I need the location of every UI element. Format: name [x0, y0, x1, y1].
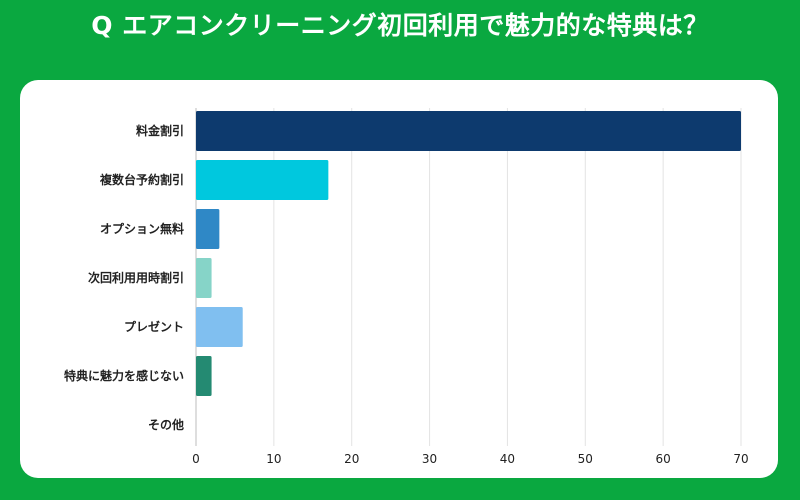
category-label: 次回利用用時割引 — [88, 270, 184, 285]
x-tick-label: 70 — [733, 452, 748, 466]
x-tick-label: 30 — [422, 452, 437, 466]
x-tick-labels: 0 10 20 30 40 50 60 70 — [192, 452, 748, 466]
bar — [196, 258, 212, 298]
chart-title: Q エアコンクリーニング初回利用で魅力的な特典は？ — [91, 11, 709, 40]
bar — [196, 111, 741, 151]
category-labels: 料金割引複数台予約割引オプション無料次回利用用時割引プレゼント特典に魅力を感じな… — [64, 123, 184, 432]
x-tick-label: 50 — [578, 452, 593, 466]
x-tick-label: 0 — [192, 452, 200, 466]
category-label: オプション無料 — [100, 221, 184, 236]
category-label: 料金割引 — [136, 123, 184, 138]
bar — [196, 160, 329, 200]
grid-lines — [195, 108, 742, 446]
bar — [196, 356, 212, 396]
bar — [196, 209, 220, 249]
category-label: 特典に魅力を感じない — [64, 368, 184, 383]
x-tick-label: 10 — [266, 452, 281, 466]
category-label: その他 — [148, 417, 184, 432]
bar — [196, 307, 243, 347]
bars — [196, 111, 741, 396]
x-tick-label: 60 — [656, 452, 671, 466]
x-tick-label: 20 — [344, 452, 359, 466]
category-label: 複数台予約割引 — [99, 172, 184, 187]
x-tick-label: 40 — [500, 452, 515, 466]
category-label: プレゼント — [124, 319, 184, 334]
